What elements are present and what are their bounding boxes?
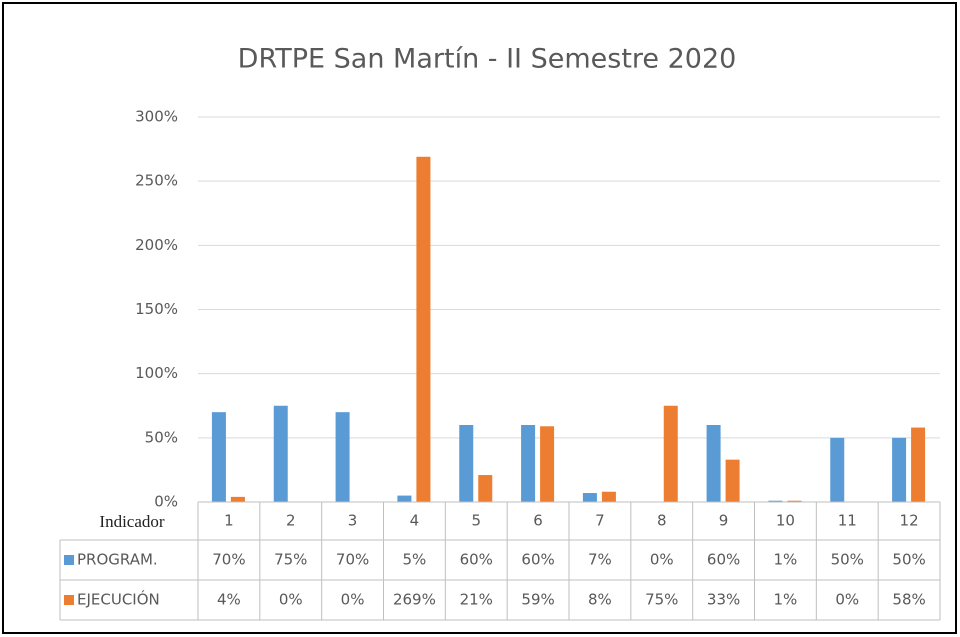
data-label: 8% xyxy=(588,591,612,609)
x-tick-label: 6 xyxy=(533,512,543,530)
data-label: 75% xyxy=(645,591,678,609)
bar xyxy=(663,405,678,502)
data-label: 70% xyxy=(212,551,245,569)
bar xyxy=(397,495,412,502)
data-label: 0% xyxy=(341,591,365,609)
data-label: 58% xyxy=(892,591,925,609)
x-tick-label: 9 xyxy=(719,512,729,530)
bar xyxy=(706,425,721,502)
x-tick-label: 4 xyxy=(410,512,420,530)
legend-swatch xyxy=(64,595,74,605)
bar xyxy=(892,437,907,502)
data-label: 60% xyxy=(460,551,493,569)
chart-title: DRTPE San Martín - II Semestre 2020 xyxy=(238,44,737,75)
legend-label: EJECUCIÓN xyxy=(77,590,160,609)
data-label: 4% xyxy=(217,591,241,609)
bar xyxy=(582,493,597,502)
data-label: 0% xyxy=(650,551,674,569)
bar xyxy=(601,491,616,502)
legend-label: PROGRAM. xyxy=(77,551,158,569)
y-tick-label: 200% xyxy=(135,236,178,254)
x-tick-label: 3 xyxy=(348,512,358,530)
data-label: 75% xyxy=(274,551,307,569)
data-label: 60% xyxy=(521,551,554,569)
data-label: 21% xyxy=(460,591,493,609)
x-tick-label: 10 xyxy=(776,512,795,530)
table-header: Indicador xyxy=(99,512,164,531)
y-tick-label: 0% xyxy=(154,493,178,511)
data-label: 33% xyxy=(707,591,740,609)
x-tick-label: 1 xyxy=(224,512,234,530)
bar xyxy=(830,437,845,502)
data-label: 59% xyxy=(521,591,554,609)
data-label: 70% xyxy=(336,551,369,569)
bar xyxy=(478,475,493,502)
data-label: 5% xyxy=(403,551,427,569)
x-tick-label: 12 xyxy=(900,512,919,530)
bar xyxy=(335,412,350,502)
x-tick-label: 7 xyxy=(595,512,605,530)
legend-swatch xyxy=(64,555,74,565)
bar xyxy=(230,496,245,502)
bar xyxy=(211,412,226,502)
bar xyxy=(459,425,474,502)
data-label: 7% xyxy=(588,551,612,569)
bar xyxy=(273,405,288,502)
y-tick-label: 50% xyxy=(145,428,178,446)
data-label: 1% xyxy=(774,591,798,609)
bar xyxy=(540,426,555,502)
y-tick-label: 150% xyxy=(135,300,178,318)
y-tick-label: 250% xyxy=(135,172,178,190)
bar xyxy=(416,156,431,503)
data-label: 1% xyxy=(774,551,798,569)
data-label: 0% xyxy=(279,591,303,609)
data-label: 50% xyxy=(831,551,864,569)
bar xyxy=(725,459,740,502)
data-label: 269% xyxy=(393,591,436,609)
y-tick-label: 100% xyxy=(135,364,178,382)
data-label: 50% xyxy=(892,551,925,569)
data-label: 60% xyxy=(707,551,740,569)
x-tick-label: 8 xyxy=(657,512,667,530)
bar xyxy=(911,427,926,502)
x-tick-label: 11 xyxy=(838,512,857,530)
data-label: 0% xyxy=(835,591,859,609)
x-tick-label: 2 xyxy=(286,512,296,530)
bar xyxy=(787,500,802,502)
bar xyxy=(768,500,783,502)
y-tick-label: 300% xyxy=(135,108,178,126)
x-tick-label: 5 xyxy=(471,512,481,530)
bar xyxy=(521,425,536,502)
